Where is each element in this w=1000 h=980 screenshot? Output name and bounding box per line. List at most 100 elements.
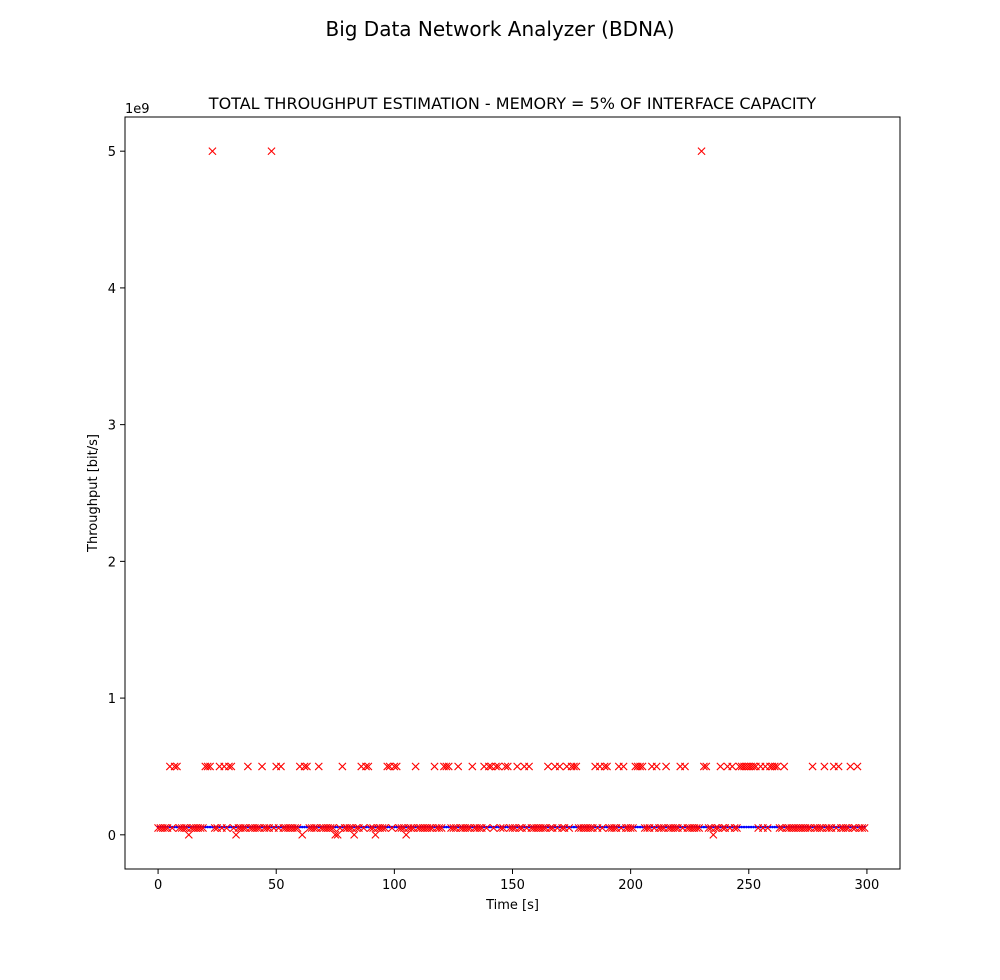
data-point [803,823,812,832]
data-point [499,823,508,832]
data-point [475,823,484,832]
data-point [442,762,451,771]
data-point [598,823,607,832]
x-axis-label: Time [s] [485,898,539,913]
data-point [600,762,609,771]
data-point [184,830,193,839]
data-point [359,823,368,832]
data-point [749,825,753,829]
data-point [702,825,706,829]
y-tick-label: 1 [108,692,116,707]
data-point [752,825,755,829]
data-point [834,762,843,771]
data-point [227,762,236,771]
data-point [331,830,340,839]
data-point [350,830,359,839]
data-point [267,147,276,156]
x-tick-label: 200 [618,878,643,893]
data-point [747,825,751,829]
data-point [445,825,448,829]
data-point [328,823,337,832]
data-point [680,762,689,771]
data-point [494,762,503,771]
x-tick-label: 250 [736,878,761,893]
data-point [692,823,701,832]
data-point [699,762,708,771]
data-point [763,823,772,832]
data-point [770,762,779,771]
data-point [745,825,748,829]
data-point [392,762,401,771]
data-point [489,823,498,832]
data-point [482,823,491,832]
data-point [508,823,517,832]
data-point [841,823,850,832]
data-point [310,823,319,832]
data-point [300,762,309,771]
data-point [771,825,774,829]
x-axis-ticks: 0 50 100 150 200 250 300 [154,869,879,893]
chart-title: TOTAL THROUGHPUT ESTIMATION - MEMORY = 5… [208,94,817,113]
data-point [437,823,446,832]
data-point [525,762,534,771]
data-point [224,762,233,771]
data-point [402,830,411,839]
y-tick-label: 4 [108,282,116,297]
data-point [652,762,661,771]
x-tick-label: 50 [268,878,285,893]
data-point [629,823,637,832]
data-point [253,823,262,832]
data-point [366,823,375,832]
data-point [258,762,267,771]
data-point [815,823,824,832]
data-point [619,762,628,771]
data-point [388,823,396,832]
data-point [198,823,207,832]
data-point [302,762,311,771]
data-point [539,823,548,832]
x-tick-label: 150 [500,878,525,893]
data-point [390,762,399,771]
y-tick-label: 2 [108,555,116,570]
data-point [657,823,666,832]
y-axis-offset-label: 1e9 [125,102,150,117]
data-point [718,823,727,832]
data-point [572,762,581,771]
data-point [773,825,777,829]
data-point [695,823,704,832]
y-tick-label: 0 [108,829,116,844]
data-point [196,823,205,832]
data-point [380,823,389,832]
data-point [825,823,834,832]
data-point [638,825,642,829]
data-point [326,823,335,832]
data-point [565,823,574,832]
data-point [780,762,789,771]
data-point [638,762,647,771]
data-point [435,823,444,832]
data-point [430,762,439,771]
data-point [180,823,189,832]
data-point [569,762,578,771]
data-point [449,823,458,832]
data-point [808,762,817,771]
data-point [243,762,252,771]
data-point [364,762,373,771]
data-point [352,823,361,832]
data-point [206,762,215,771]
figure-suptitle: Big Data Network Analyzer (BDNA) [325,17,674,41]
data-point [704,823,713,832]
data-point [626,823,635,832]
data-point [742,825,746,829]
plot-area [154,147,869,839]
data-point [853,762,862,771]
series-layer [154,147,869,839]
data-point [749,762,758,771]
data-point [168,823,177,832]
data-point [239,823,248,832]
data-point [262,823,271,832]
data-point [773,762,782,771]
data-point [610,823,619,832]
data-point [276,762,285,771]
